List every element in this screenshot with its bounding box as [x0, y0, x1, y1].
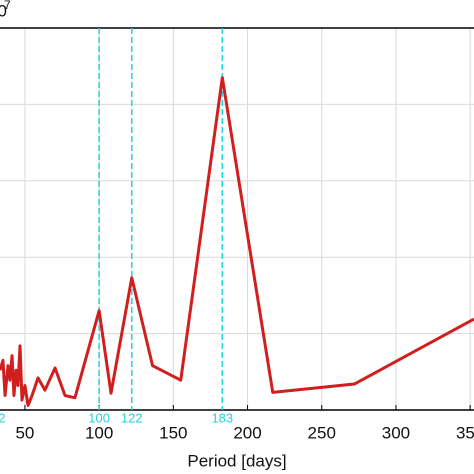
marker-label: 122 — [121, 410, 143, 425]
x-tick-label: 300 — [382, 423, 410, 442]
x-tick-label: 100 — [85, 423, 113, 442]
data-line — [0, 76, 474, 407]
y-scale-base: 10 — [0, 1, 7, 20]
x-tick-label: 50 — [15, 423, 34, 442]
x-tick-label: 150 — [159, 423, 187, 442]
marker-label: 100 — [88, 410, 110, 425]
x-axis-label: Period [days] — [187, 451, 286, 470]
x-tick-label: 200 — [233, 423, 261, 442]
x-tick-label: 350 — [456, 423, 474, 442]
y-scale-power: 7 — [4, 0, 11, 12]
marker-label: 32 — [0, 410, 5, 425]
marker-label: 183 — [211, 410, 233, 425]
x-tick-label: 250 — [308, 423, 336, 442]
